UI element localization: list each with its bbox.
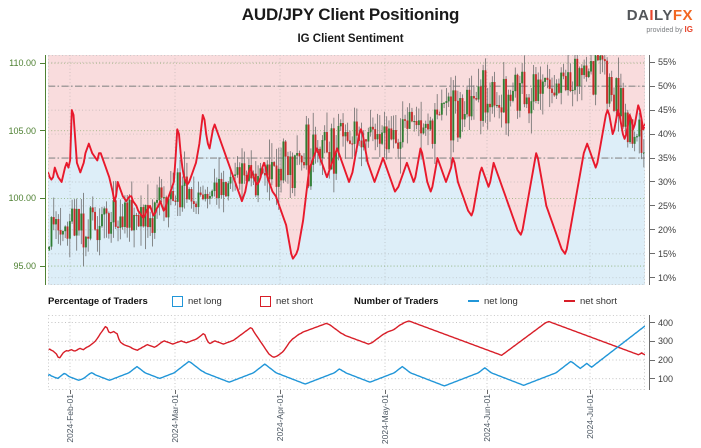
bottom-axis-tick: 100 <box>658 373 674 384</box>
right-axis-tick: 20% <box>658 224 677 235</box>
traders-chart-panel <box>47 315 646 390</box>
logo-bar: I <box>649 7 655 24</box>
legend-label-num-net-long: net long <box>484 295 518 307</box>
legend-line-net-long <box>468 300 479 302</box>
main-chart-panel <box>48 55 645 285</box>
legend-swatch-net-long <box>172 295 183 307</box>
x-axis-tick-label: 2024-May-01 <box>380 394 390 445</box>
x-axis-tick-label: 2024-Feb-01 <box>65 394 75 443</box>
legend-title-percentage: Percentage of Traders <box>48 295 148 307</box>
logo-provided-by: provided by <box>646 27 683 34</box>
logo-ly: LY <box>654 7 673 24</box>
legend-label-net-long: net long <box>188 295 222 307</box>
legend-item-pct-net-long: net long <box>172 293 222 309</box>
right-axis-tick: 40% <box>658 129 677 140</box>
legend-label-num-net-short: net short <box>580 295 617 307</box>
legend-item-num-net-long: net long <box>468 293 518 309</box>
main-left-axis: 110.00 105.00 100.00 95.00 <box>0 55 44 285</box>
bottom-axis-tick: 400 <box>658 317 674 328</box>
legend-line-net-short <box>564 300 575 302</box>
legend-item-pct-net-short: net short <box>260 293 313 309</box>
x-axis-tick-label: 2024-Mar-01 <box>170 394 180 443</box>
x-axis-tick-label: 2024-Jun-01 <box>482 394 492 442</box>
bottom-axis-tick: 300 <box>658 336 674 347</box>
page-title: AUD/JPY Client Positioning <box>241 5 460 24</box>
chart-subtitle: IG Client Sentiment <box>297 33 404 45</box>
main-right-axis: 55% 50% 45% 40% 35% 30% 25% 20% 15% 10% <box>650 55 700 285</box>
legend-item-num-net-short: net short <box>564 293 617 309</box>
logo-ig: IG <box>684 25 693 34</box>
right-axis-tick: 10% <box>658 272 677 283</box>
right-axis-tick: 55% <box>658 57 677 68</box>
legend-swatch-net-short <box>260 295 271 307</box>
dailyfx-logo: DAILYFX provided by IG <box>627 8 693 34</box>
legend-label-net-short: net short <box>276 295 313 307</box>
right-axis-tick: 45% <box>658 105 677 116</box>
chart-legend: Percentage of Traders net long net short… <box>48 293 688 309</box>
logo-da: DA <box>626 7 650 24</box>
right-axis-tick: 30% <box>658 176 677 187</box>
left-axis-tick: 105.00 <box>8 125 36 136</box>
price-sentiment-plot <box>48 55 645 285</box>
left-axis-tick: 100.00 <box>8 193 36 204</box>
x-axis-tick-label: 2024-Apr-01 <box>275 394 285 442</box>
logo-fx: FX <box>672 7 693 24</box>
legend-title-number: Number of Traders <box>354 295 439 307</box>
x-axis-labels: 2024-Feb-01 2024-Mar-01 2024-Apr-01 2024-Ma… <box>0 392 701 448</box>
right-axis-tick: 35% <box>658 153 677 164</box>
right-axis-tick: 50% <box>658 81 677 92</box>
bottom-right-axis: 400 300 200 100 <box>650 315 700 390</box>
left-axis-tick: 110.00 <box>9 58 36 69</box>
bottom-axis-tick: 200 <box>658 355 674 365</box>
number-of-traders-plot <box>47 315 646 390</box>
right-axis-tick: 25% <box>658 200 677 211</box>
left-axis-tick: 95.00 <box>13 261 36 272</box>
right-axis-tick: 15% <box>658 248 677 259</box>
x-axis-tick-label: 2024-Jul-01 <box>585 394 595 439</box>
